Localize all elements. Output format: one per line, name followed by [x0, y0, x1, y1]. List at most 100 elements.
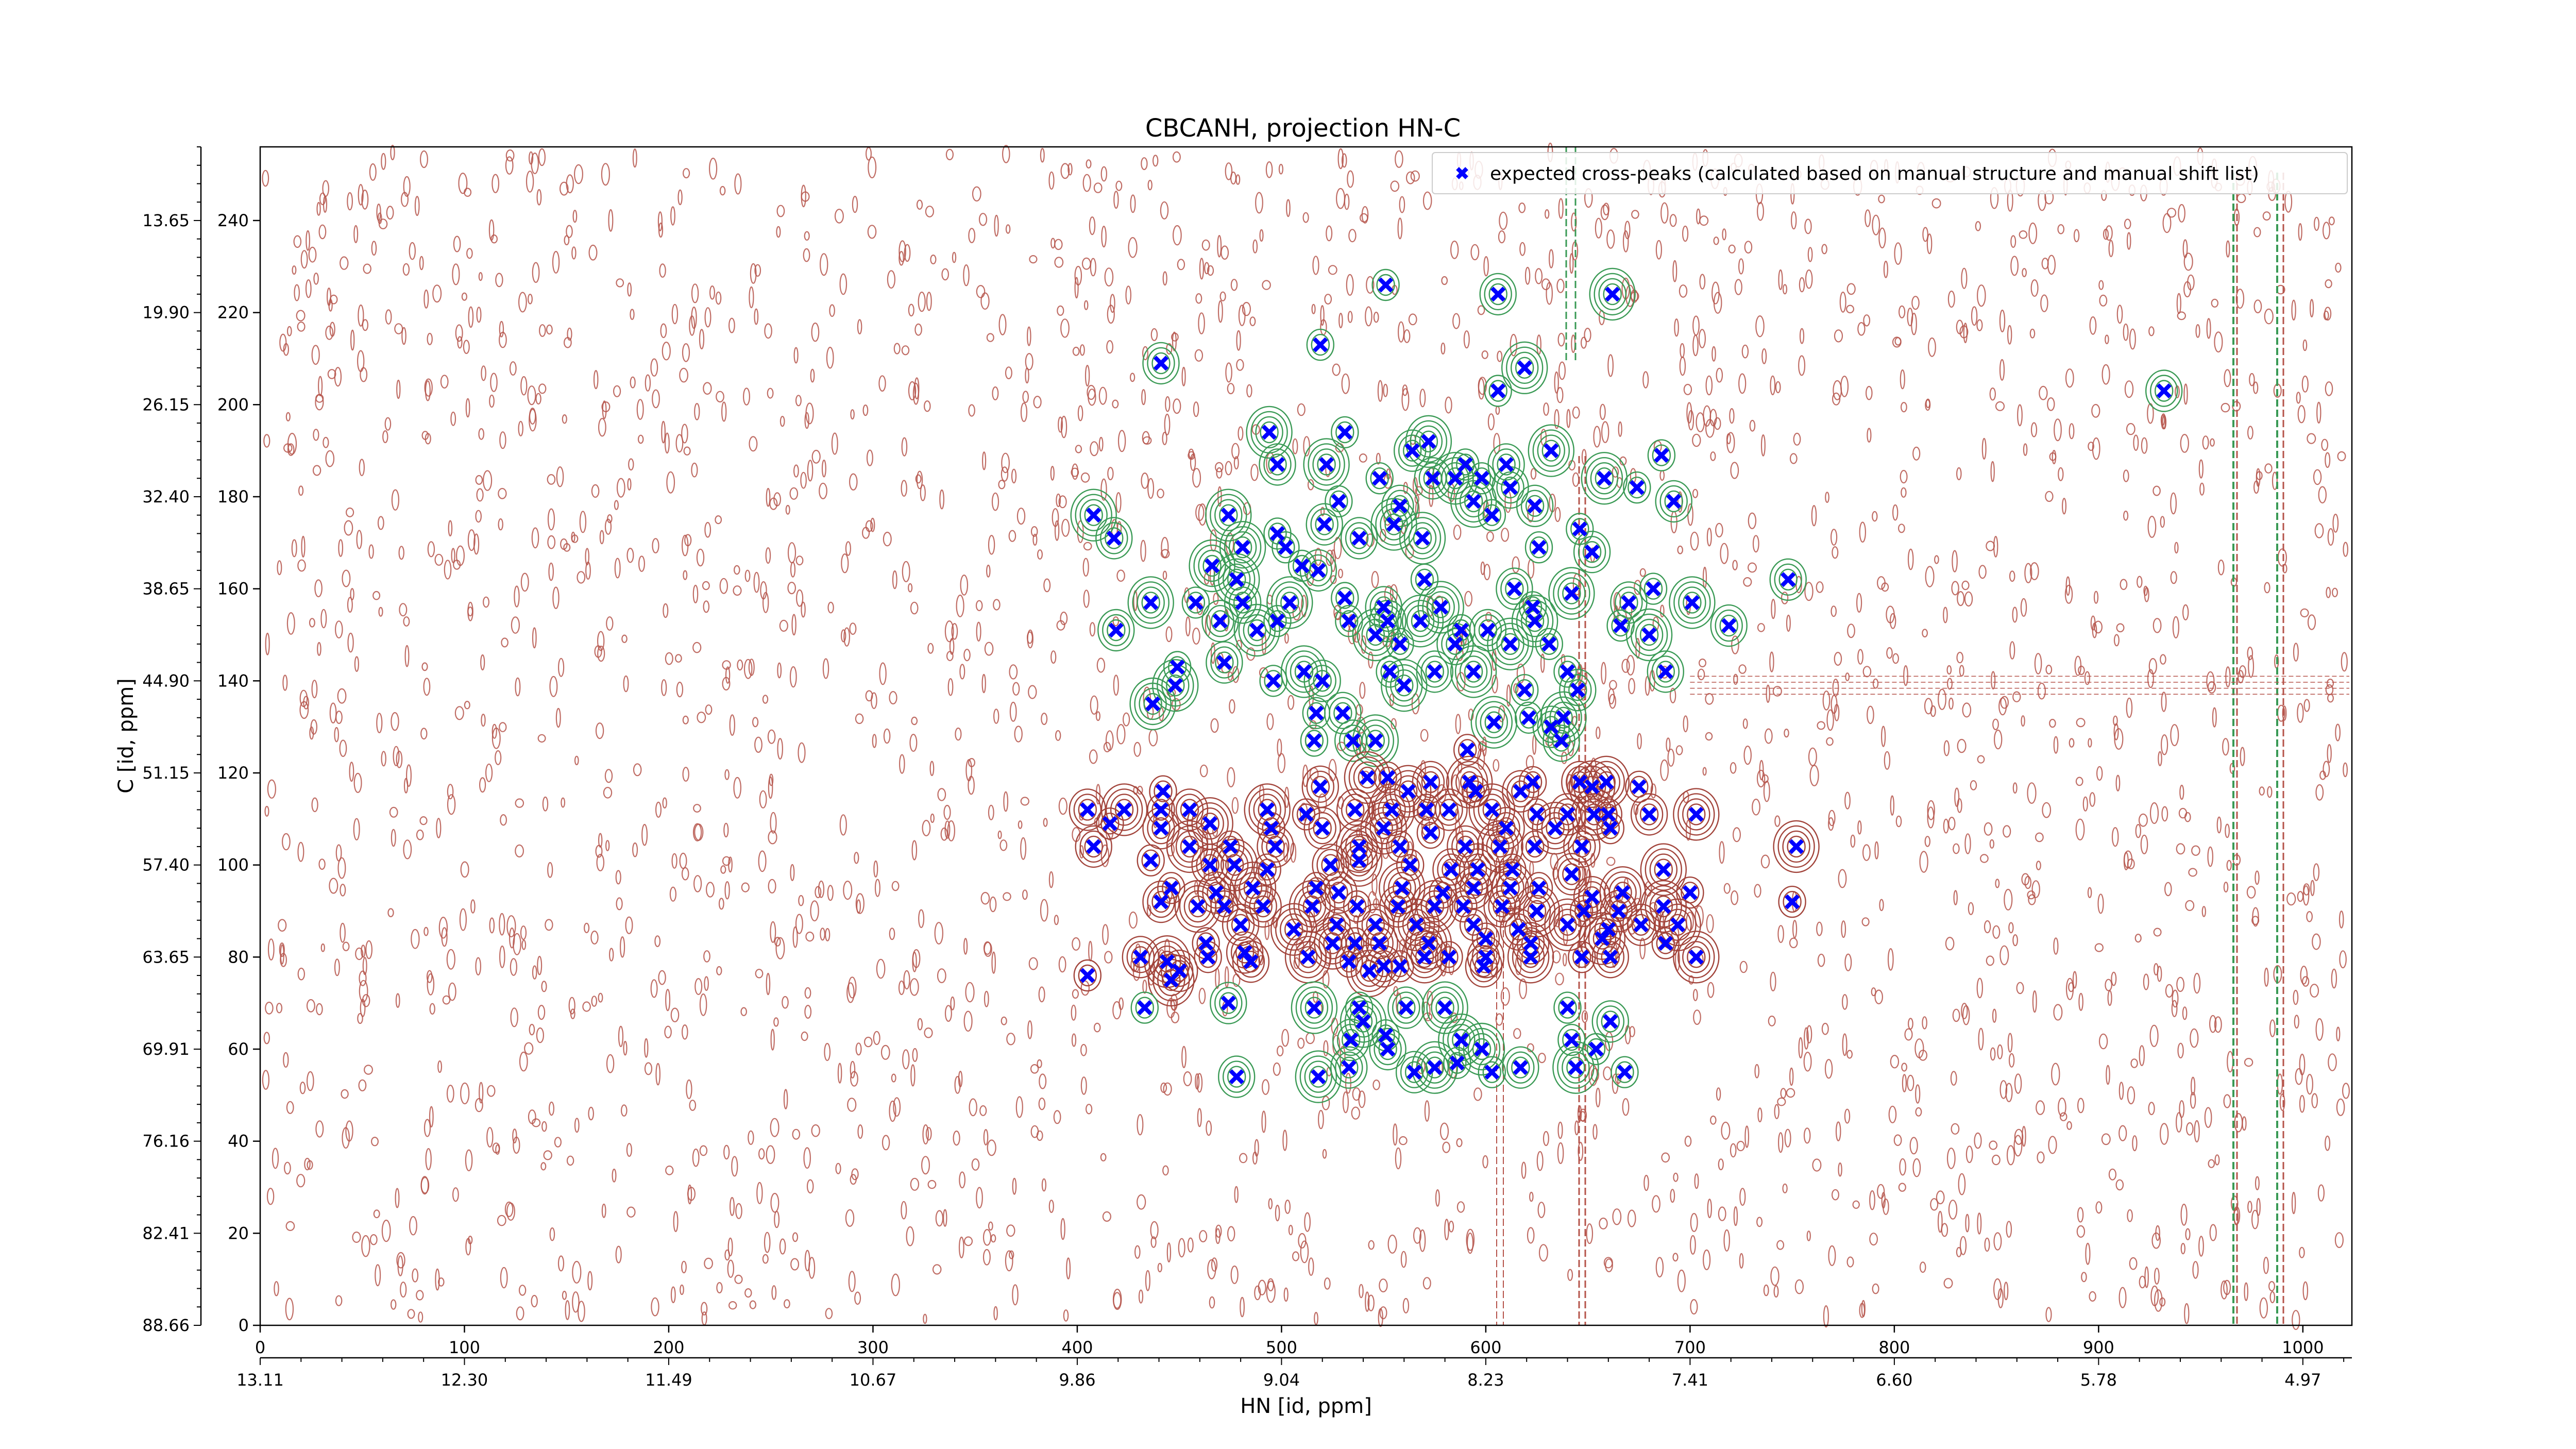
peak-contour [1309, 1066, 1328, 1088]
noise-contour [1254, 1139, 1259, 1157]
noise-contour [1082, 174, 1091, 192]
noise-contour [446, 1084, 454, 1103]
noise-contour [1861, 1300, 1866, 1318]
noise-contour [390, 145, 395, 161]
cross-peak-marker [1200, 949, 1216, 965]
noise-contour [344, 520, 353, 536]
peak-contour [1512, 936, 1550, 979]
noise-contour [916, 199, 923, 210]
peak-contour [1528, 424, 1575, 477]
noise-contour [1661, 1152, 1670, 1163]
noise-contour [1659, 604, 1665, 618]
noise-contour [1723, 883, 1731, 894]
peak-contour [1381, 484, 1419, 527]
noise-contour [959, 664, 965, 680]
noise-contour [1140, 540, 1146, 562]
noise-contour [2007, 325, 2012, 345]
noise-contour [963, 938, 968, 955]
noise-contour [947, 678, 954, 696]
noise-contour [2301, 375, 2309, 393]
noise-contour [922, 819, 931, 836]
y-ppm-tick-label: 88.66 [142, 1316, 190, 1335]
noise-contour [1116, 569, 1125, 582]
noise-contour [2058, 1098, 2066, 1117]
cross-peak-marker [1427, 899, 1443, 914]
noise-contour [988, 535, 995, 555]
cross-peak-marker [1527, 613, 1543, 629]
cross-peak-marker [1511, 922, 1526, 937]
noise-contour [404, 645, 410, 667]
noise-contour [1817, 721, 1825, 730]
noise-contour [1227, 1226, 1235, 1242]
peak-contour [1406, 914, 1426, 936]
peak-contour [1510, 351, 1539, 384]
noise-contour [906, 1226, 914, 1246]
noise-contour [1567, 1269, 1573, 1281]
cross-peak-marker [1572, 521, 1587, 537]
noise-contour [1887, 948, 1894, 971]
noise-contour [1915, 1084, 1921, 1104]
peak-contour [1458, 739, 1477, 761]
noise-contour [403, 616, 410, 627]
noise-contour [1697, 668, 1705, 681]
noise-contour [1763, 1284, 1769, 1296]
y-ppm-tick-label: 82.41 [142, 1223, 190, 1243]
noise-contour [1130, 194, 1136, 213]
noise-contour [2058, 467, 2064, 481]
peak-contour [1303, 438, 1350, 491]
peak-contour [1069, 788, 1107, 831]
noise-contour [1937, 1210, 1943, 1233]
cross-peak-marker [1249, 622, 1265, 638]
cross-peak-marker [1597, 470, 1612, 486]
noise-contour [2251, 1209, 2259, 1229]
noise-contour [1743, 745, 1752, 765]
cross-peak-marker [1611, 903, 1626, 919]
noise-contour [606, 1054, 615, 1073]
noise-contour [963, 1010, 973, 1032]
noise-contour [1210, 642, 1215, 664]
noise-contour [850, 1060, 856, 1079]
noise-contour [377, 212, 382, 224]
noise-contour [1777, 925, 1784, 943]
noise-contour [2039, 385, 2048, 400]
noise-contour [2014, 1073, 2022, 1094]
noise-contour [314, 579, 323, 598]
noise-contour [1821, 244, 1827, 255]
noise-contour [2114, 728, 2124, 750]
noise-contour [350, 329, 355, 351]
cross-peak-marker [1269, 526, 1285, 542]
noise-contour [914, 323, 922, 336]
noise-contour [1950, 1071, 1957, 1086]
noise-contour [1811, 505, 1817, 527]
x-ppm-tick-label: 10.67 [850, 1370, 897, 1390]
peak-contour [1613, 881, 1632, 904]
noise-contour [963, 1236, 973, 1246]
peak-contour [1230, 936, 1259, 969]
noise-contour [1682, 225, 1689, 242]
noise-contour [819, 482, 827, 499]
noise-contour [595, 722, 604, 739]
y-ppm-tick-label: 63.65 [142, 947, 190, 967]
noise-contour [1883, 1198, 1889, 1215]
noise-contour [416, 1290, 424, 1301]
noise-contour [2234, 1113, 2243, 1133]
noise-contour [1442, 1141, 1450, 1153]
noise-contour [1216, 467, 1223, 479]
noise-contour [1643, 1174, 1649, 1191]
noise-contour [981, 451, 987, 470]
y-tick-label: 220 [217, 303, 249, 323]
noise-contour [945, 148, 954, 160]
noise-contour [1716, 1087, 1721, 1101]
noise-contour [1080, 980, 1090, 996]
noise-contour [742, 387, 750, 406]
noise-contour [1557, 1121, 1563, 1139]
peak-contour [1625, 770, 1653, 803]
noise-contour [1027, 629, 1033, 649]
cross-peak-marker [1202, 857, 1218, 873]
noise-contour [756, 1182, 763, 1204]
noise-contour [671, 853, 677, 869]
noise-contour [733, 585, 742, 596]
noise-contour [768, 830, 777, 845]
noise-contour [557, 658, 565, 677]
noise-contour [1612, 1208, 1622, 1225]
